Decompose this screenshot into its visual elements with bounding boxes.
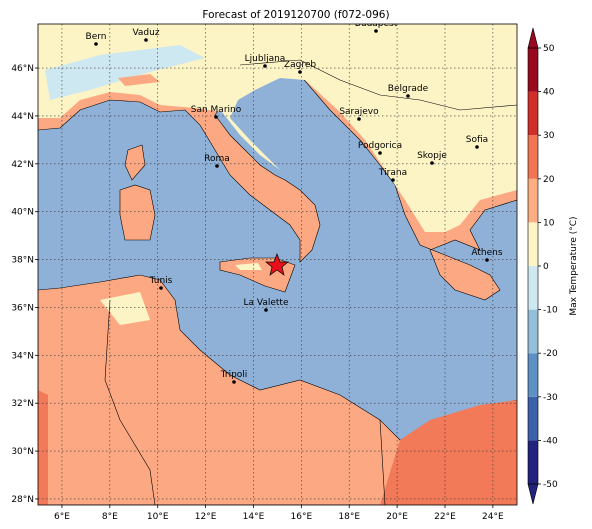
city-dot: [298, 70, 302, 74]
colorbar-tick-label: -50: [543, 480, 558, 490]
colorbar-segment: [528, 48, 538, 92]
y-tick-label: 32°N: [11, 399, 34, 409]
city-label: Roma: [204, 154, 230, 164]
y-tick-label: 30°N: [11, 447, 34, 457]
colorbar-segment: [528, 178, 538, 223]
city-dot: [94, 42, 98, 46]
colorbar-tick-label: 40: [543, 88, 555, 98]
x-tick-label: 12°E: [195, 512, 217, 522]
x-tick-label: 24°E: [482, 512, 504, 522]
x-tick-label: 14°E: [243, 512, 265, 522]
graticule: [38, 24, 517, 505]
colorbar-tick-label: 30: [543, 131, 555, 141]
colorbar-tick-label: -20: [543, 349, 558, 359]
city-label: Tripoli: [220, 370, 248, 380]
x-tick-label: 20°E: [386, 512, 408, 522]
city-label: Vaduz: [132, 28, 159, 38]
city-label: La Valette: [244, 298, 289, 308]
city-dot: [215, 164, 219, 168]
x-tick-label: 10°E: [147, 512, 169, 522]
colorbar-segment: [528, 222, 538, 266]
sardinia: [119, 184, 156, 241]
y-tick-label: 46°N: [11, 64, 34, 74]
colorbar-tick-label: 0: [543, 262, 549, 272]
colorbar-tick-label: 50: [543, 44, 555, 54]
alps-cold: [45, 45, 205, 100]
colorbar-segment: [528, 396, 538, 441]
border: [239, 59, 517, 111]
city-label: Athens: [471, 248, 502, 258]
desert-hot: [380, 400, 517, 505]
colorbar-tick-label: 10: [543, 218, 555, 228]
colorbar-segment: [528, 309, 538, 354]
x-tick-label: 18°E: [338, 512, 360, 522]
colorbar-segment: [528, 135, 538, 179]
y-tick-label: 42°N: [11, 160, 34, 170]
colorbar-label: Max Temperature (°C): [569, 216, 579, 315]
colorbar-extend-max: [527, 27, 539, 49]
city-dot: [214, 115, 218, 119]
title: Forecast of 2019120700 (f072-096): [202, 9, 389, 21]
city-label: San Marino: [191, 105, 242, 115]
city-dot: [475, 145, 479, 149]
colorbar-tick-label: -40: [543, 436, 558, 446]
colorbar-tick-label: -30: [543, 393, 558, 403]
city-dot: [264, 308, 268, 312]
border: [104, 299, 156, 505]
colorbar-tick-label: 20: [543, 175, 555, 185]
y-tick-label: 44°N: [11, 112, 34, 122]
y-tick-label: 28°N: [11, 495, 34, 505]
colorbar-segment: [528, 353, 538, 397]
city-dot: [263, 64, 267, 68]
city-label: Tirana: [378, 168, 407, 178]
colorbar-segment: [528, 266, 538, 310]
alps-warm: [118, 74, 160, 86]
city-label: Bern: [86, 32, 107, 42]
event-star: [265, 253, 289, 276]
x-tick-label: 8°E: [102, 512, 118, 522]
y-tick-label: 34°N: [11, 351, 34, 361]
west-hot: [38, 390, 48, 505]
city-label: Sarajevo: [339, 107, 379, 117]
sicily-cool: [235, 263, 262, 270]
city-label: Podgorica: [358, 141, 402, 151]
border: [379, 419, 386, 505]
city-label: Sofia: [466, 135, 488, 145]
city-dot: [159, 286, 163, 290]
map-frame: [37, 23, 518, 506]
city-label: Tunis: [149, 276, 173, 286]
y-tick-label: 38°N: [11, 256, 34, 266]
city-label: Belgrade: [388, 84, 429, 94]
city-dot: [391, 178, 395, 182]
city-label: Ljubljana: [245, 54, 286, 64]
colorbar-tick-label: -10: [543, 306, 558, 316]
city-dot: [232, 380, 236, 384]
y-tick-label: 36°N: [11, 303, 34, 313]
x-tick-label: 16°E: [291, 512, 313, 522]
colorbar-extend-min: [527, 483, 539, 505]
city-dot: [144, 38, 148, 42]
y-tick-label: 40°N: [11, 208, 34, 218]
city-dot: [374, 29, 378, 33]
city-dot: [406, 94, 410, 98]
tunisia-cool: [100, 292, 150, 325]
city-dot: [357, 117, 361, 121]
x-tick-label: 22°E: [434, 512, 456, 522]
city-label: Zagreb: [284, 60, 316, 70]
colorbar-segment: [528, 91, 538, 136]
colorbar: -50 -40 -30 -20 -10 0 10 20 30 40 50: [527, 27, 558, 505]
city-dot: [430, 161, 434, 165]
city-label: Skopje: [417, 151, 447, 161]
x-tick-label: 6°E: [54, 512, 70, 522]
colorbar-segment: [528, 440, 538, 484]
corsica: [124, 144, 146, 181]
city-dot: [378, 151, 382, 155]
city-label: Budapest: [355, 19, 398, 29]
city-dot: [485, 258, 489, 262]
